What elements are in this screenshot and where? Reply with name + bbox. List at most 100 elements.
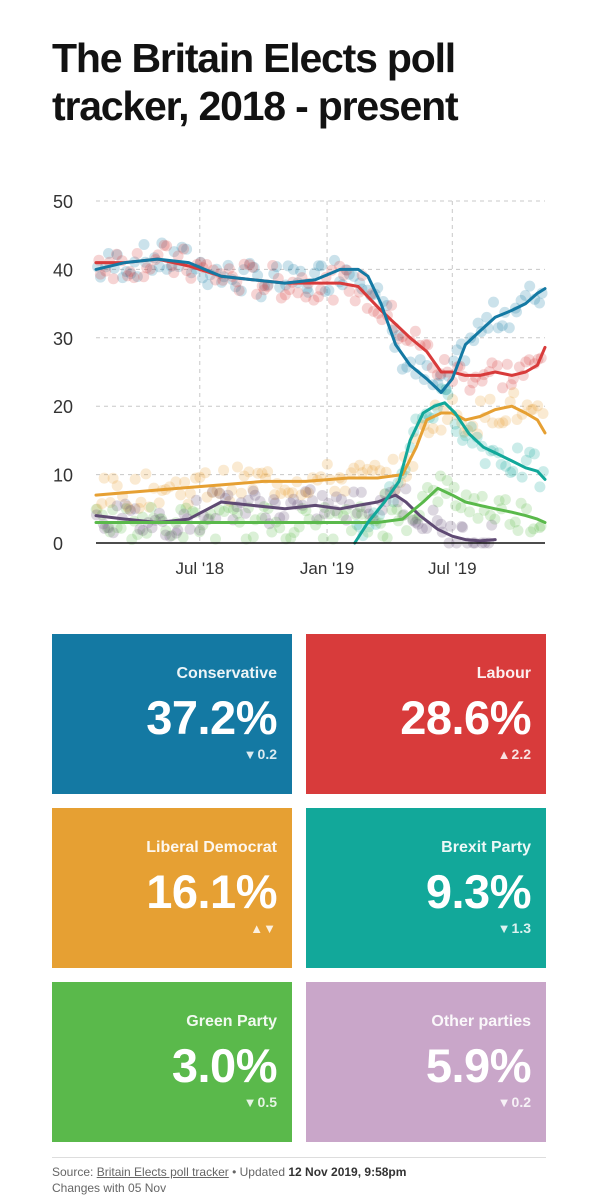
y-tick-label: 30 xyxy=(53,329,73,349)
green-poll-dot xyxy=(288,527,300,538)
other-poll-dot xyxy=(421,522,433,534)
libdem-poll-dot xyxy=(508,387,520,399)
other-poll-dot xyxy=(400,483,412,495)
labour-poll-dot xyxy=(107,273,119,285)
labour-poll-dot xyxy=(315,284,327,296)
page-title: The Britain Elects poll tracker, 2018 - … xyxy=(52,35,459,129)
other-poll-dot xyxy=(268,494,280,506)
labour-poll-dot xyxy=(172,250,184,262)
brexit-poll-dot xyxy=(387,496,399,508)
conservative-poll-dot xyxy=(295,265,306,277)
conservative-poll-dot xyxy=(255,291,267,303)
other-poll-dot xyxy=(247,485,259,497)
labour-poll-dot xyxy=(464,384,476,396)
conservative-poll-dot xyxy=(138,239,150,250)
down-arrow-icon: ▼ xyxy=(497,921,511,936)
other-poll-dot xyxy=(103,522,115,534)
labour-poll-dot xyxy=(343,285,355,297)
libdem-poll-dot xyxy=(170,476,182,488)
brexit-poll-dot xyxy=(457,434,469,446)
labour-poll-dot xyxy=(168,267,180,279)
libdem-poll-dot xyxy=(532,400,544,412)
other-poll-dot xyxy=(160,529,171,541)
conservative-poll-dot xyxy=(111,249,123,261)
conservative-poll-dot xyxy=(235,285,247,297)
libdem-poll-dot xyxy=(504,396,516,408)
labour-poll-dot xyxy=(144,263,156,275)
conservative-poll-dot xyxy=(418,374,430,385)
libdem-poll-dot xyxy=(199,467,211,479)
libdem-poll-dot xyxy=(427,423,439,434)
other-poll-dot xyxy=(240,507,251,519)
green-poll-dot xyxy=(504,518,516,530)
green-poll-dot xyxy=(450,500,462,512)
brexit-poll-dot xyxy=(442,389,454,401)
libdem-poll-dot xyxy=(521,399,533,411)
brexit-poll-dot xyxy=(520,454,532,466)
green-poll-dot xyxy=(132,529,144,540)
other-poll-dot xyxy=(355,486,367,498)
conservative-poll-dot xyxy=(492,322,504,334)
source-link[interactable]: Britain Elects poll tracker xyxy=(96,1165,229,1179)
other-poll-dot xyxy=(214,487,226,499)
green-poll-dot xyxy=(476,490,488,502)
libdem-poll-dot xyxy=(472,428,483,440)
conservative-poll-dot xyxy=(252,269,264,281)
other-poll-dot xyxy=(304,484,316,496)
libdem-poll-dot xyxy=(111,480,123,492)
libdem-poll-dot xyxy=(354,459,366,471)
conservative-poll-dot xyxy=(181,243,193,255)
conservative-poll-dot xyxy=(287,263,299,275)
party-name: Brexit Party xyxy=(441,839,531,856)
other-poll-dot xyxy=(348,486,360,498)
y-tick-label: 50 xyxy=(53,192,73,212)
conservative-poll-dot xyxy=(268,268,280,280)
poll-tracker-chart: 50 40 30 20 10 0 Jul '18 Jan '19 Jul '19 xyxy=(53,192,549,578)
libdem-poll-dot xyxy=(423,427,435,439)
conservative-poll-dot xyxy=(319,285,331,297)
labour-poll-dot xyxy=(491,360,503,372)
party-change: ▲2.2 xyxy=(498,746,531,762)
footer: Source: Britain Elects poll tracker • Up… xyxy=(52,1157,546,1196)
green-poll-dot xyxy=(472,512,484,524)
other-poll-dot xyxy=(288,493,299,505)
conservative-poll-dot xyxy=(168,246,180,258)
libdem-poll-dot xyxy=(348,462,360,474)
green-poll-dot xyxy=(166,530,178,542)
conservative-poll-dot xyxy=(472,317,484,329)
x-tick-label: Jul '18 xyxy=(175,559,224,578)
conservative-poll-dot xyxy=(488,296,499,308)
green-poll-dot xyxy=(247,531,259,543)
change-value: 2.2 xyxy=(511,746,531,762)
conservative-poll-dot xyxy=(197,272,209,284)
conservative-poll-dot xyxy=(451,344,463,356)
y-tick-label: 20 xyxy=(53,397,73,417)
libdem-poll-dot xyxy=(211,485,223,497)
conservative-poll-dot xyxy=(222,259,234,271)
libdem-poll-dot xyxy=(262,466,274,478)
green-poll-dot xyxy=(509,516,521,528)
labour-poll-dot xyxy=(244,259,255,271)
party-card: Liberal Democrat 16.1% ▲▼ xyxy=(52,808,292,968)
conservative-poll-dot xyxy=(459,355,471,367)
libdem-poll-dot xyxy=(366,465,378,476)
libdem-poll-dot xyxy=(98,472,110,484)
labour-poll-dot xyxy=(201,259,213,270)
conservative-poll-dot xyxy=(238,264,250,276)
green-poll-dot xyxy=(107,504,119,516)
labour-poll-dot xyxy=(497,382,509,394)
brexit-poll-dot xyxy=(450,426,462,437)
green-poll-dot xyxy=(515,497,527,509)
other-poll-dot xyxy=(274,512,286,524)
other-poll-dot xyxy=(319,508,330,519)
conservative-poll-dot xyxy=(95,271,106,283)
green-poll-dot xyxy=(256,512,268,524)
labour-poll-dot xyxy=(338,269,350,281)
other-poll-dot xyxy=(242,494,254,506)
libdem-poll-dot xyxy=(497,417,509,429)
conservative-poll-dot xyxy=(216,276,228,288)
labour-poll-dot xyxy=(161,240,173,252)
other-poll-dot xyxy=(427,504,439,516)
other-poll-dot xyxy=(172,524,184,536)
labour-poll-dot xyxy=(141,262,153,274)
